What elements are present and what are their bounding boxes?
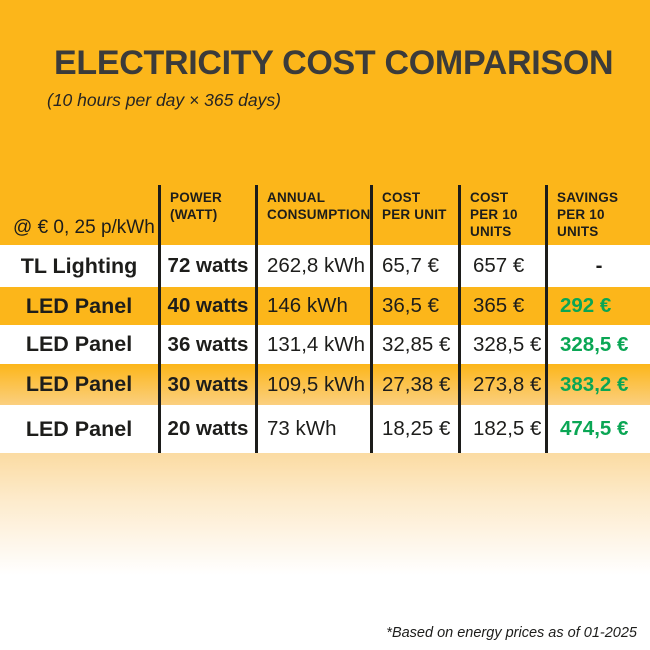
- savings-cell: -: [545, 245, 650, 287]
- power-cell: 36 watts: [158, 325, 255, 364]
- savings-cell: 474,5 €: [545, 405, 650, 453]
- cost-per-unit-cell: 36,5 €: [370, 287, 458, 325]
- table-row-tl-lighting: TL Lighting 72 watts 262,8 kWh 65,7 € 65…: [0, 245, 650, 287]
- power-cell: 30 watts: [158, 364, 255, 405]
- column-header-savings-per-10-units: SAVINGS PER 10 UNITS: [545, 185, 650, 245]
- table-row-led-20w: LED Panel 20 watts 73 kWh 18,25 € 182,5 …: [0, 405, 650, 453]
- footnote: *Based on energy prices as of 01-2025: [386, 625, 637, 641]
- cost-per-unit-cell: 27,38 €: [370, 364, 458, 405]
- column-header-cost-per-10-units: COST PER 10 UNITS: [458, 185, 545, 245]
- cost-per-unit-cell: 65,7 €: [370, 245, 458, 287]
- page-title: ELECTRICITY COST COMPARISON: [54, 44, 614, 82]
- savings-cell: 383,2 €: [545, 364, 650, 405]
- product-name-cell: TL Lighting: [20, 253, 138, 278]
- product-name-cell: LED Panel: [25, 372, 133, 396]
- annual-consumption-cell: 73 kWh: [255, 405, 370, 453]
- table-row-led-36w: LED Panel 36 watts 131,4 kWh 32,85 € 328…: [0, 325, 650, 364]
- savings-cell: 328,5 €: [545, 325, 650, 364]
- power-cell: 40 watts: [158, 287, 255, 325]
- cost-per-10-units-cell: 182,5 €: [458, 405, 545, 453]
- product-name-cell: LED Panel: [25, 416, 133, 441]
- product-name-cell: LED Panel: [25, 332, 133, 356]
- annual-consumption-cell: 146 kWh: [255, 287, 370, 325]
- cost-per-10-units-cell: 273,8 €: [458, 364, 545, 405]
- subtitle: (10 hours per day × 365 days): [47, 90, 281, 110]
- cost-per-10-units-cell: 365 €: [458, 287, 545, 325]
- cost-per-10-units-cell: 328,5 €: [458, 325, 545, 364]
- annual-consumption-cell: 131,4 kWh: [255, 325, 370, 364]
- table-row-led-30w: LED Panel 30 watts 109,5 kWh 27,38 € 273…: [0, 364, 650, 405]
- annual-consumption-cell: 109,5 kWh: [255, 364, 370, 405]
- column-header-power: POWER (WATT): [158, 185, 255, 245]
- power-cell: 72 watts: [158, 245, 255, 287]
- rate-label: @ € 0, 25 p/kWh: [13, 217, 155, 238]
- column-header-annual-consumption: ANNUAL CONSUMPTION: [255, 185, 370, 245]
- comparison-table: @ € 0, 25 p/kWh POWER (WATT) ANNUAL CONS…: [0, 185, 650, 453]
- table-row-led-40w: LED Panel 40 watts 146 kWh 36,5 € 365 € …: [0, 287, 650, 325]
- table-header-row: @ € 0, 25 p/kWh POWER (WATT) ANNUAL CONS…: [0, 185, 650, 245]
- cost-per-10-units-cell: 657 €: [458, 245, 545, 287]
- cost-per-unit-cell: 32,85 €: [370, 325, 458, 364]
- product-name-cell: LED Panel: [25, 293, 133, 318]
- annual-consumption-cell: 262,8 kWh: [255, 245, 370, 287]
- cost-per-unit-cell: 18,25 €: [370, 405, 458, 453]
- column-header-cost-per-unit: COST PER UNIT: [370, 185, 458, 245]
- power-cell: 20 watts: [158, 405, 255, 453]
- savings-cell: 292 €: [545, 287, 650, 325]
